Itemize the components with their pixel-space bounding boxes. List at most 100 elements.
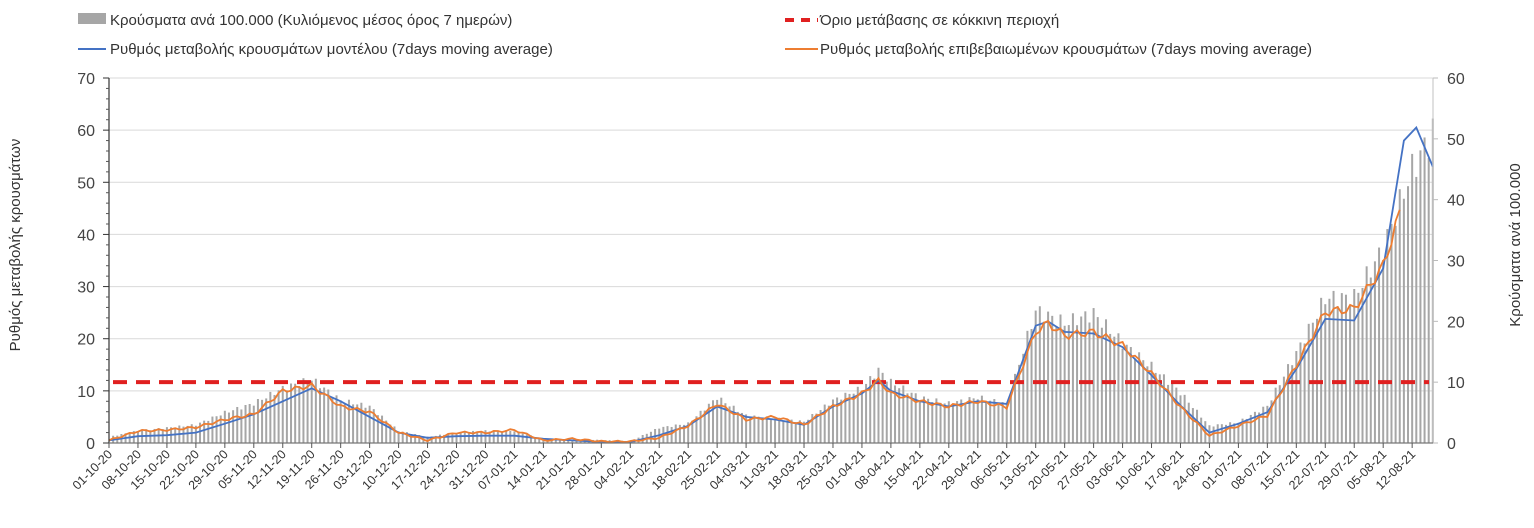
bar: [567, 439, 570, 443]
bar: [219, 415, 222, 443]
right-axis-title: Κρούσματα ανά 100.000: [1507, 163, 1524, 326]
bar: [496, 430, 499, 443]
bar: [1378, 247, 1381, 443]
bar: [405, 432, 408, 443]
bar: [1402, 198, 1405, 443]
bar: [1109, 333, 1112, 443]
bar: [480, 431, 483, 443]
bar: [186, 425, 189, 443]
bar: [670, 426, 673, 443]
bar: [1113, 336, 1116, 443]
bar: [902, 385, 905, 443]
bar: [1340, 293, 1343, 443]
bar: [410, 434, 413, 443]
bar: [298, 386, 301, 443]
bar: [207, 420, 210, 443]
bar: [1018, 364, 1021, 443]
bar: [1357, 292, 1360, 443]
bar: [360, 402, 363, 443]
bar: [1076, 325, 1079, 443]
confirmed-rate-line: [108, 209, 1401, 444]
bar: [1158, 374, 1161, 443]
bar: [894, 385, 897, 443]
bar: [865, 383, 868, 443]
bar: [534, 437, 537, 443]
bar: [819, 410, 822, 443]
bar: [1262, 406, 1265, 443]
bar: [323, 387, 326, 443]
bar: [1229, 422, 1232, 443]
bar: [1258, 412, 1261, 443]
bar: [1001, 402, 1004, 443]
bar: [488, 431, 491, 443]
bar: [434, 435, 437, 443]
bar: [1129, 347, 1132, 443]
bar: [985, 400, 988, 443]
bar: [277, 390, 280, 443]
bar: [736, 411, 739, 443]
bar: [993, 399, 996, 443]
bar: [1411, 153, 1414, 443]
bar: [1390, 223, 1393, 443]
bar: [538, 438, 541, 443]
bar: [939, 402, 942, 443]
bar: [1365, 266, 1368, 443]
bar: [1133, 358, 1136, 443]
bar: [393, 426, 396, 443]
bar: [1398, 189, 1401, 443]
bar: [1059, 314, 1062, 443]
bar: [980, 395, 983, 443]
bar: [1142, 360, 1145, 443]
bar: [1175, 387, 1178, 443]
bar: [1241, 418, 1244, 443]
bar: [753, 415, 756, 443]
bar: [1150, 361, 1153, 443]
bar: [294, 383, 297, 443]
bar: [558, 439, 561, 443]
bar: [968, 397, 971, 443]
bar: [364, 407, 367, 443]
bar: [1084, 311, 1087, 443]
right-tick-label: 20: [1447, 314, 1465, 331]
left-tick-label: 20: [77, 332, 95, 349]
bar: [918, 400, 921, 443]
bar: [856, 386, 859, 443]
bar: [513, 431, 516, 443]
bar: [761, 418, 764, 443]
bar: [182, 426, 185, 443]
bar: [815, 413, 818, 443]
bar: [501, 431, 504, 443]
bar: [1332, 290, 1335, 443]
bar: [438, 434, 441, 443]
bar: [724, 403, 727, 443]
bar: [1154, 372, 1157, 443]
bar: [563, 439, 566, 443]
bar: [285, 390, 288, 443]
bar: [1299, 342, 1302, 443]
bar: [1022, 353, 1025, 443]
bar: [1249, 414, 1252, 443]
gridlines: [109, 77, 1433, 392]
bar: [327, 389, 330, 443]
bar: [1373, 261, 1376, 443]
bar: [261, 399, 264, 443]
bar: [343, 403, 346, 443]
bar: [885, 381, 888, 443]
left-axis-ticks: 0 10 20 30 40 50 60 70: [77, 71, 109, 453]
bar: [935, 398, 938, 443]
bar: [1427, 158, 1430, 444]
bar: [1138, 352, 1141, 443]
bar: [318, 388, 321, 443]
bar: [554, 439, 557, 443]
bar: [745, 414, 748, 443]
bar: [1200, 417, 1203, 443]
bar: [960, 399, 963, 443]
bar: [1208, 425, 1211, 443]
bar: [1233, 423, 1236, 443]
bar: [877, 367, 880, 443]
bar: [1415, 176, 1418, 443]
bar: [914, 393, 917, 443]
bar: [447, 433, 450, 443]
bar: [1171, 383, 1174, 443]
bar: [678, 424, 681, 443]
